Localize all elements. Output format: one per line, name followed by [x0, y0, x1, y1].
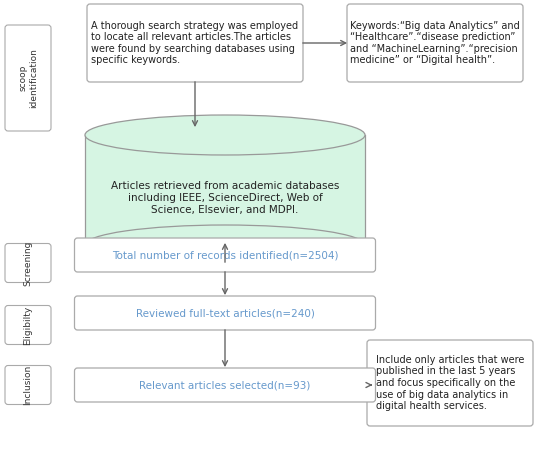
Text: Reviewed full-text articles(n=240): Reviewed full-text articles(n=240): [135, 308, 315, 318]
FancyBboxPatch shape: [74, 368, 376, 402]
FancyBboxPatch shape: [367, 340, 533, 426]
Bar: [85, 135, 365, 245]
Text: Total number of records identified(n=2504): Total number of records identified(n=250…: [112, 250, 338, 260]
Text: Keywords:“Big data Analytics” and
“Healthcare”.“disease prediction”
and “Machine: Keywords:“Big data Analytics” and “Healt…: [350, 21, 520, 66]
Ellipse shape: [85, 115, 365, 155]
Text: Screening: Screening: [24, 240, 32, 285]
FancyBboxPatch shape: [5, 366, 51, 404]
FancyBboxPatch shape: [5, 243, 51, 283]
Text: scoop
identification: scoop identification: [18, 48, 38, 108]
FancyBboxPatch shape: [74, 238, 376, 272]
Text: A thorough search strategy was employed
to locate all relevant articles.The arti: A thorough search strategy was employed …: [91, 21, 299, 66]
FancyBboxPatch shape: [87, 4, 303, 82]
FancyBboxPatch shape: [347, 4, 523, 82]
FancyBboxPatch shape: [5, 25, 51, 131]
Text: Eligibilty: Eligibilty: [24, 306, 32, 344]
Text: Inclusion: Inclusion: [24, 365, 32, 405]
Ellipse shape: [85, 225, 365, 265]
FancyBboxPatch shape: [74, 296, 376, 330]
FancyBboxPatch shape: [5, 306, 51, 344]
Text: Relevant articles selected(n=93): Relevant articles selected(n=93): [139, 380, 311, 390]
Text: Articles retrieved from academic databases
including IEEE, ScienceDirect, Web of: Articles retrieved from academic databas…: [111, 182, 339, 215]
Text: Include only articles that were
published in the last 5 years
and focus specific: Include only articles that were publishe…: [376, 355, 524, 411]
